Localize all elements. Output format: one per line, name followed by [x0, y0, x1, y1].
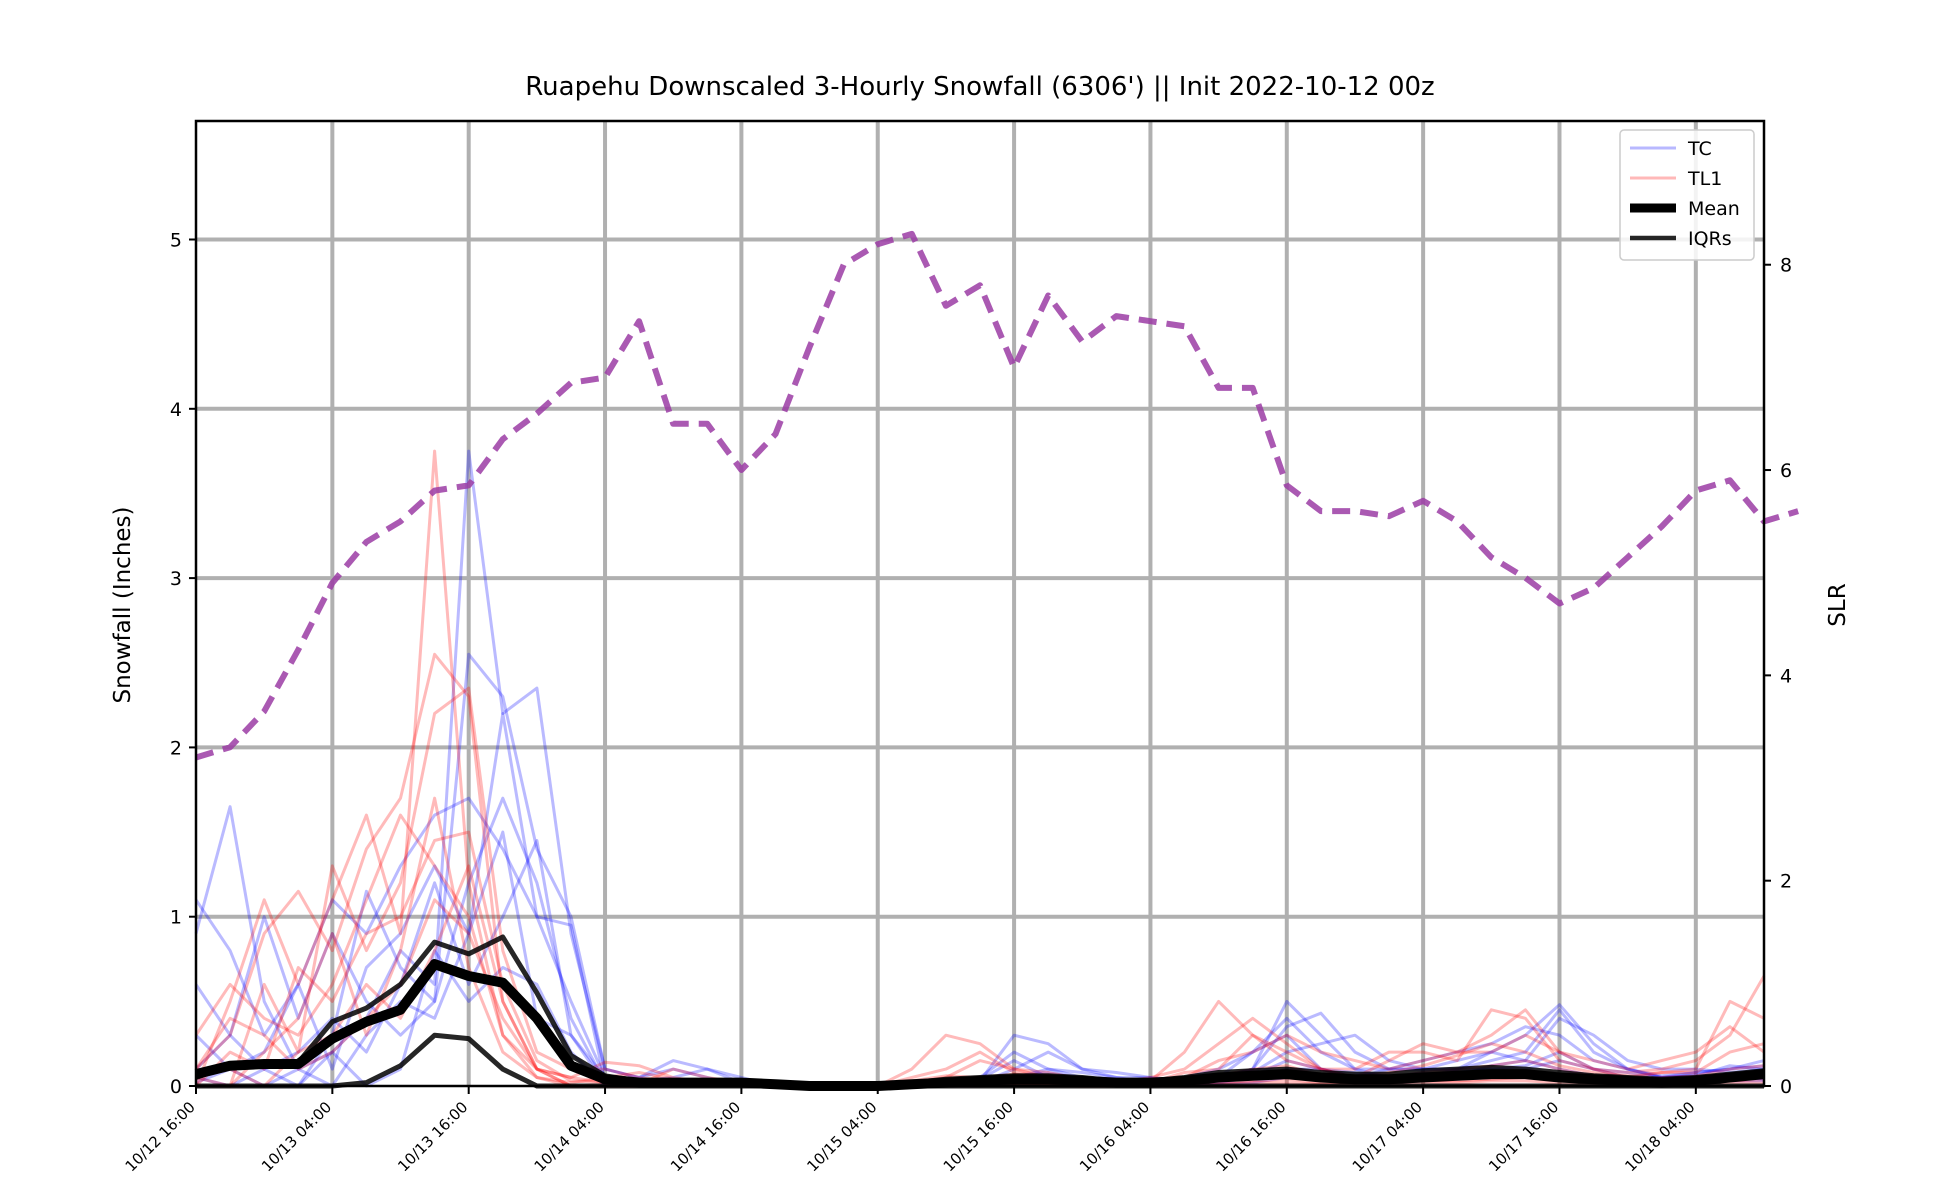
y-axis-right-ticks: 0 2 4 6 8 [1764, 255, 1792, 1098]
legend-label-iqrs: IQRs [1688, 228, 1732, 250]
mean-line [194, 959, 1765, 1091]
y-axis-ticks: 0 1 2 3 4 5 [170, 230, 196, 1098]
y-right-tick-label: 0 [1780, 1076, 1792, 1098]
y-right-tick-label: 2 [1780, 871, 1792, 893]
y-tick-label: 4 [170, 399, 182, 421]
chart-title: Ruapehu Downscaled 3-Hourly Snowfall (63… [525, 72, 1434, 102]
x-axis-ticks: 10/12 16:00 10/13 04:00 10/13 16:00 10/14 0… [122, 1086, 1699, 1175]
y-tick-label: 5 [170, 230, 182, 252]
x-tick-label: 10/16 04:00 [1076, 1098, 1153, 1175]
legend: TC TL1 Mean IQRs [1619, 129, 1755, 261]
legend-box [1619, 129, 1755, 261]
y-right-tick-label: 8 [1780, 255, 1792, 277]
slr-line [195, 230, 1799, 761]
x-tick-label: 10/13 16:00 [394, 1098, 471, 1175]
y-tick-label: 0 [170, 1076, 182, 1098]
plot-frame [194, 119, 1766, 1088]
x-tick-label: 10/15 16:00 [940, 1098, 1017, 1175]
x-tick-label: 10/12 16:00 [122, 1098, 199, 1175]
x-tick-label: 10/13 04:00 [258, 1098, 335, 1175]
y-tick-label: 1 [170, 907, 182, 929]
x-tick-label: 10/14 04:00 [531, 1098, 608, 1175]
x-tick-label: 10/16 16:00 [1212, 1098, 1289, 1175]
series-line-tl1 [194, 449, 1766, 1088]
x-tick-label: 10/15 04:00 [803, 1098, 880, 1175]
x-tick-label: 10/17 04:00 [1349, 1098, 1426, 1175]
y-axis-label: Snowfall (Inches) [110, 506, 136, 703]
series-line-tc [195, 712, 1765, 1088]
x-tick-label: 10/17 16:00 [1485, 1098, 1562, 1175]
y-right-tick-label: 6 [1780, 460, 1792, 482]
y-tick-label: 2 [170, 737, 182, 759]
legend-label-tl1: TL1 [1687, 168, 1722, 190]
x-tick-label: 10/18 04:00 [1621, 1098, 1698, 1175]
series-line-tl1 [194, 652, 1765, 1088]
legend-label-tc: TC [1687, 138, 1712, 160]
legend-label-mean: Mean [1688, 198, 1740, 220]
grid-lines [196, 121, 1764, 1086]
y-axis-right-label: SLR [1825, 583, 1851, 626]
ensemble-lines [194, 449, 1766, 1088]
y-tick-label: 3 [170, 568, 182, 590]
series-line-tl1 [195, 686, 1765, 1088]
x-tick-label: 10/14 16:00 [667, 1098, 744, 1175]
y-right-tick-label: 4 [1780, 665, 1792, 687]
series-line-tc [194, 449, 1765, 1088]
